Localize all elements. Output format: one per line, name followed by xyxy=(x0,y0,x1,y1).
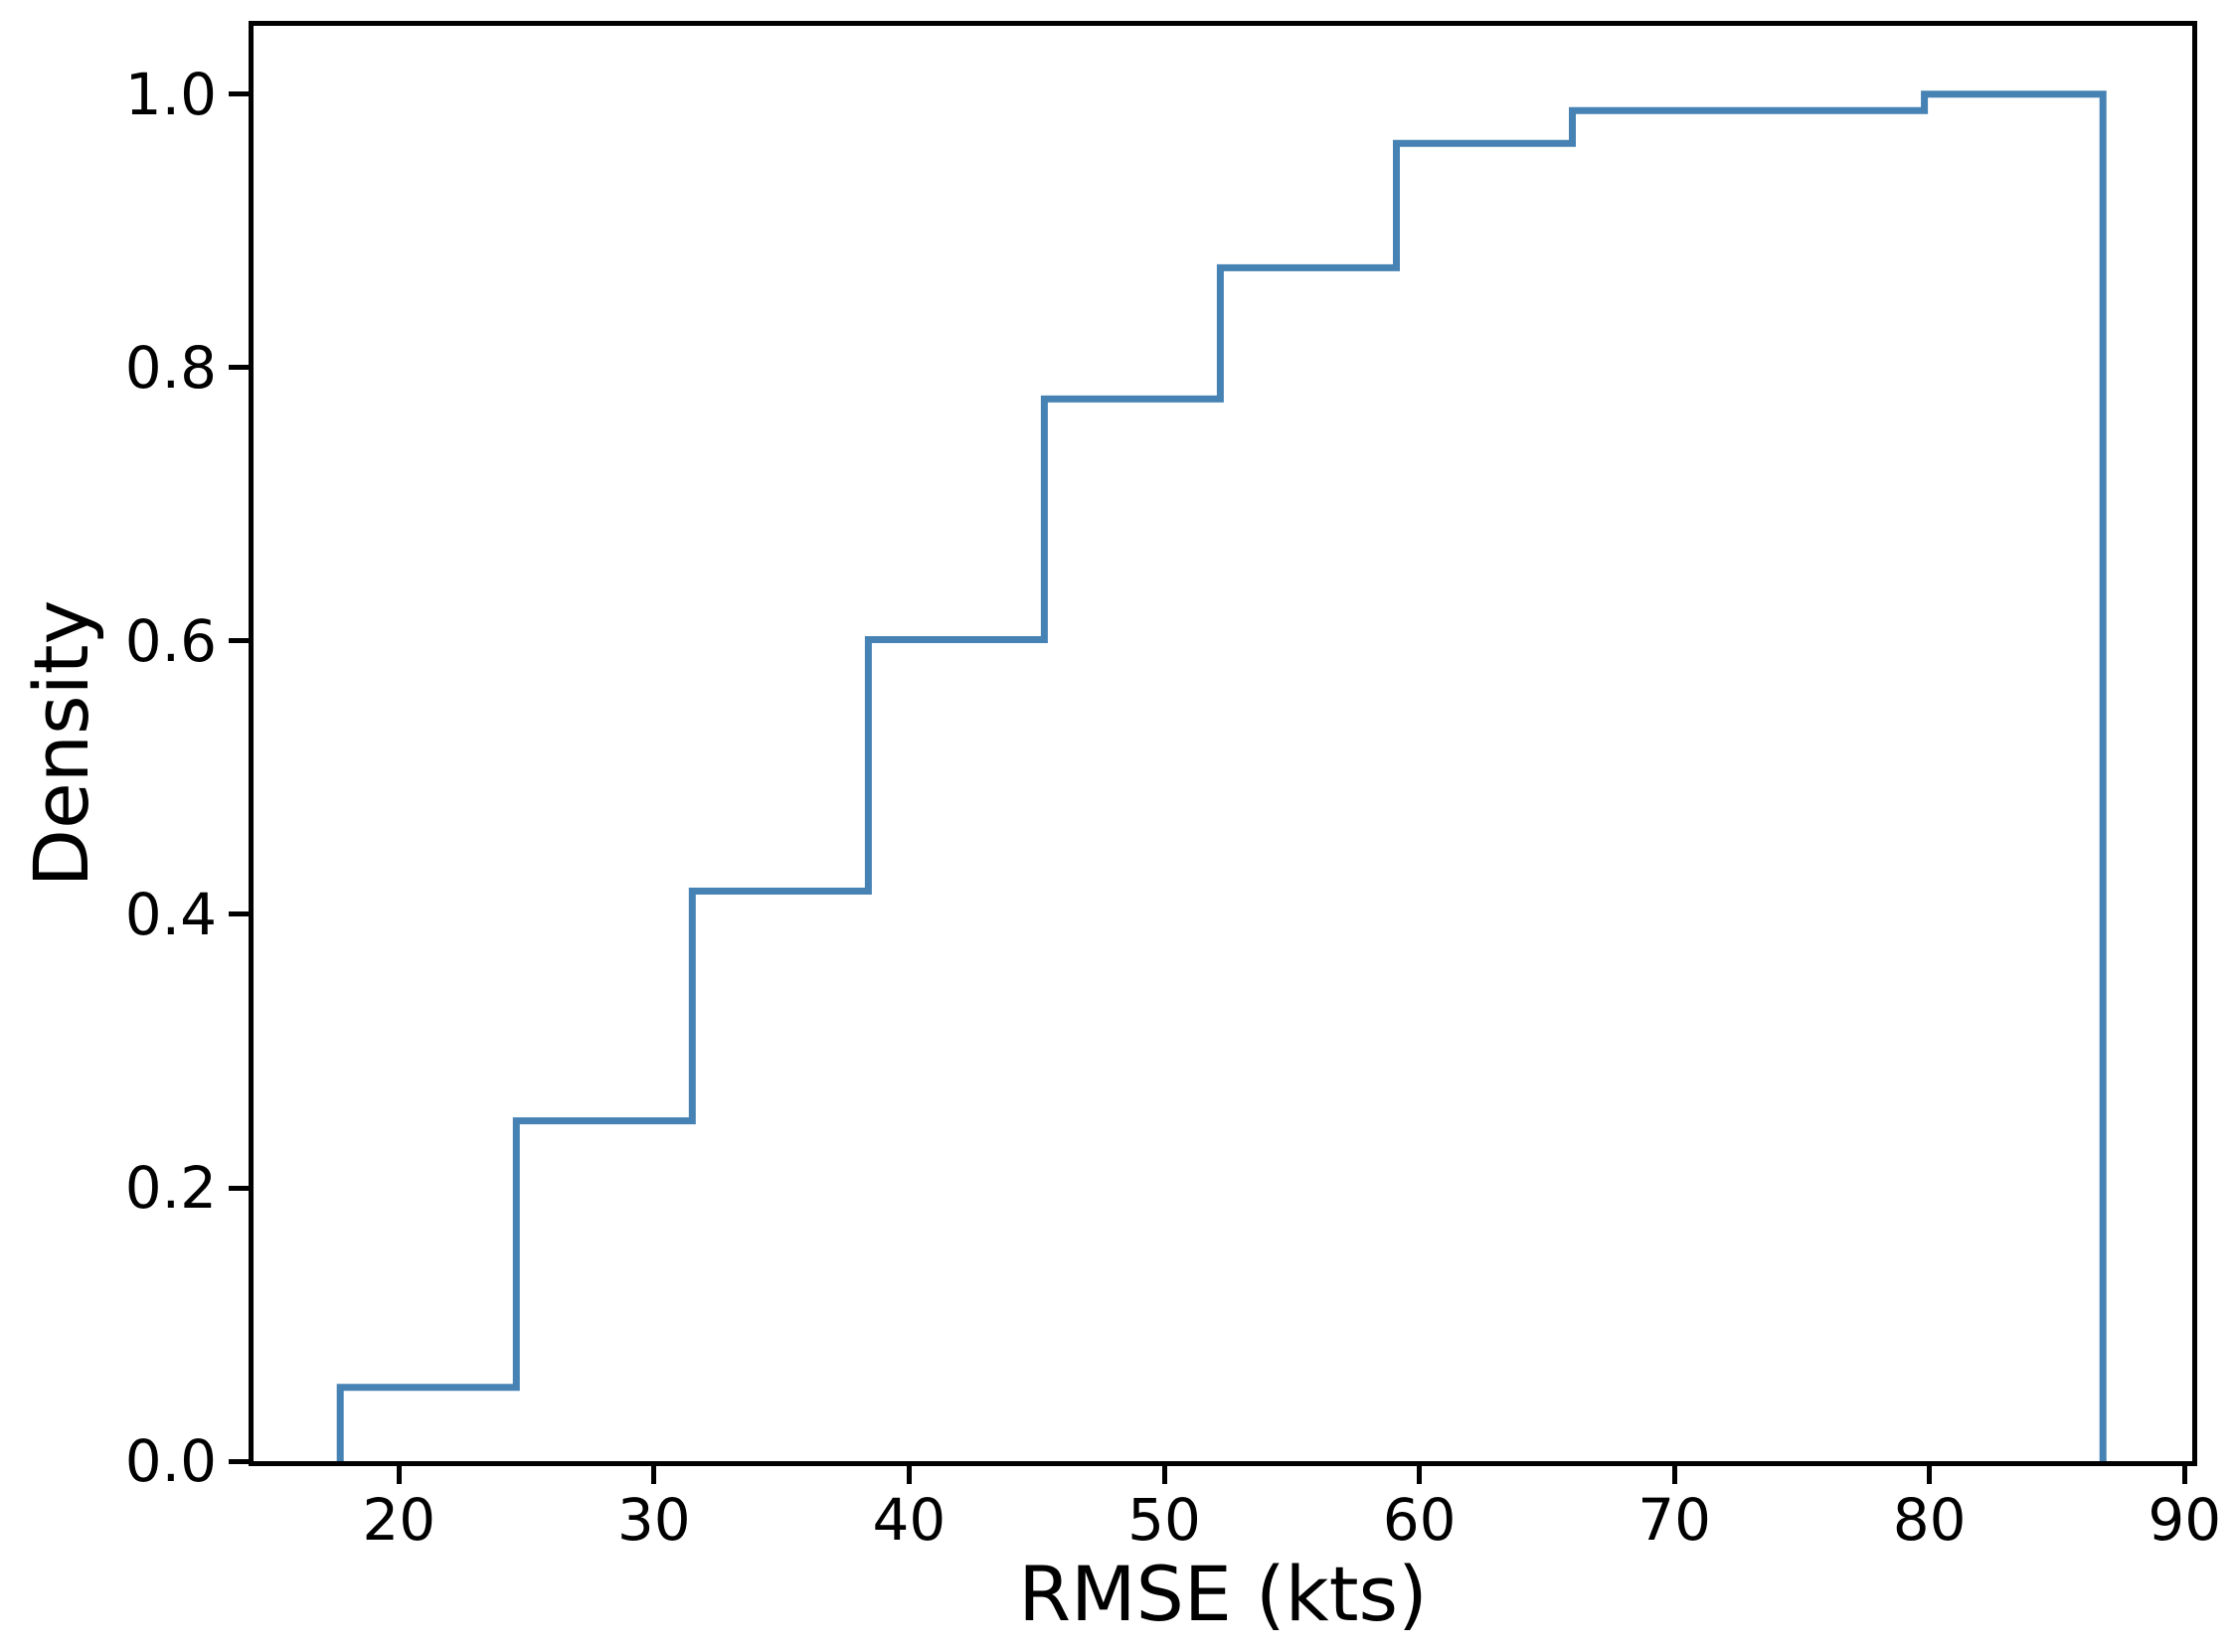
x-tick-label: 50 xyxy=(1127,1486,1201,1554)
x-tick-label: 90 xyxy=(2148,1486,2222,1554)
x-tick-label: 30 xyxy=(616,1486,691,1554)
x-axis-label: RMSE (kts) xyxy=(1018,1550,1428,1638)
cumulative-step-curve xyxy=(336,90,2107,1461)
x-tick xyxy=(1161,1466,1167,1484)
y-tick-label: 0.2 xyxy=(124,1154,217,1222)
y-tick-label: 1.0 xyxy=(124,60,217,128)
step-line xyxy=(336,90,2107,1461)
x-tick-label: 70 xyxy=(1637,1486,1711,1554)
y-tick xyxy=(229,1185,249,1191)
x-tick xyxy=(1417,1466,1423,1484)
x-tick xyxy=(396,1466,402,1484)
y-tick-label: 0.0 xyxy=(124,1427,217,1495)
y-tick-label: 0.4 xyxy=(124,880,217,948)
x-tick xyxy=(1927,1466,1933,1484)
y-tick xyxy=(229,638,249,644)
y-tick xyxy=(229,1458,249,1464)
y-tick-label: 0.6 xyxy=(124,606,217,675)
y-tick xyxy=(229,365,249,371)
y-tick xyxy=(229,911,249,917)
x-tick-label: 40 xyxy=(872,1486,946,1554)
x-tick xyxy=(2181,1466,2187,1484)
x-tick-label: 60 xyxy=(1382,1486,1457,1554)
y-axis-label: Density xyxy=(17,599,106,888)
x-tick-label: 20 xyxy=(362,1486,436,1554)
x-tick xyxy=(1671,1466,1677,1484)
plot-area xyxy=(249,21,2197,1466)
x-tick xyxy=(906,1466,912,1484)
x-tick xyxy=(651,1466,657,1484)
y-tick xyxy=(229,91,249,97)
y-tick-label: 0.8 xyxy=(124,333,217,402)
x-tick-label: 80 xyxy=(1892,1486,1967,1554)
